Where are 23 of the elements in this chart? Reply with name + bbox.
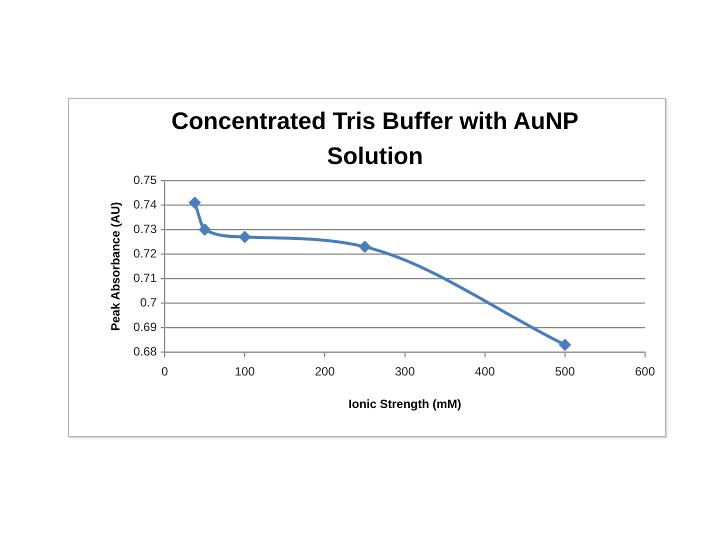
point [238,230,251,243]
y-tick-label: 0.69 [133,320,158,334]
x-tick-label: 200 [314,364,336,379]
x-tick-label: 100 [234,364,256,379]
x-tick-label: 0 [161,364,168,379]
y-axis-title: Peak Absorbance (AU) [108,202,123,331]
x-tick-label: 600 [634,364,656,379]
y-tick-label: 0.75 [133,172,158,187]
x-axis-title: Ionic Strength (mM) [348,397,462,412]
x-tick-label: 400 [474,364,496,379]
chart-title: Concentrated Tris Buffer with AuNP Solution [171,108,579,170]
y-tick-label: 0.73 [133,222,158,236]
y-tick-label: 0.71 [133,270,158,285]
point [198,224,211,236]
point [558,338,571,351]
y-tick-label: 0.7 [140,295,158,310]
y-tick-label: 0.68 [133,344,158,359]
y-tick-label: 0.74 [133,197,158,212]
x-tick-label: 300 [394,364,416,379]
y-tick-label: 0.72 [133,246,158,260]
x-tick-label: 500 [554,364,576,379]
point [188,196,201,209]
point [358,240,371,253]
